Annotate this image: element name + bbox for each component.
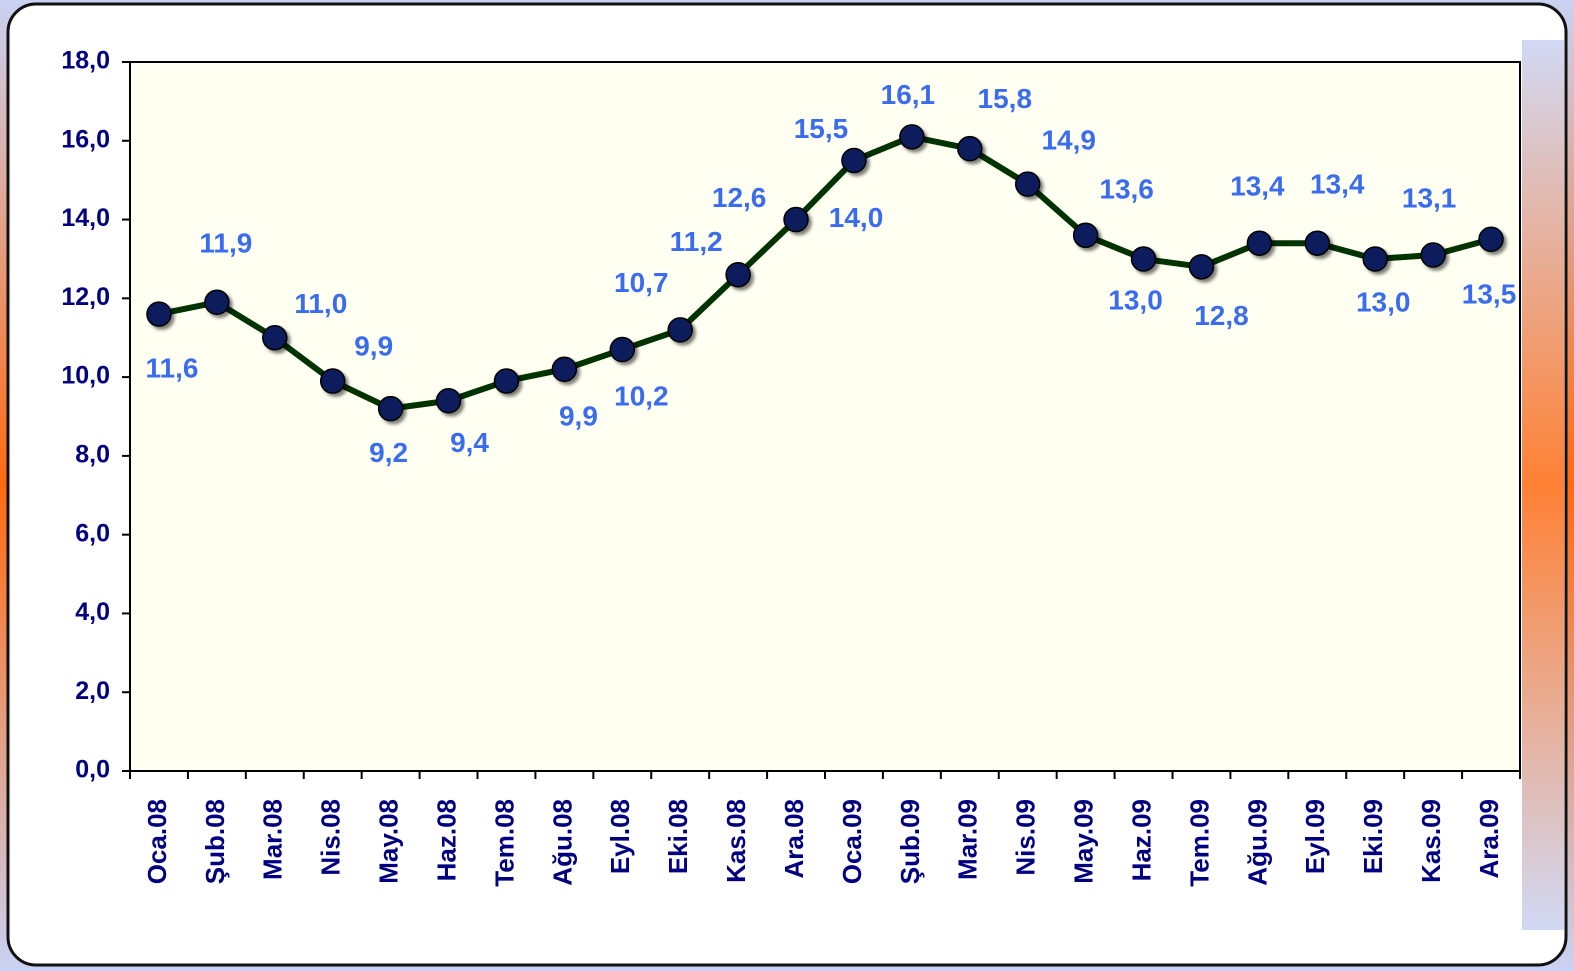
x-tick-label: Ağu.08 <box>547 799 577 886</box>
y-tick-label: 18,0 <box>61 47 110 75</box>
data-label: 9,9 <box>354 330 393 361</box>
data-label: 15,8 <box>978 83 1033 114</box>
marker <box>1420 242 1446 268</box>
marker <box>725 261 751 288</box>
marker <box>146 301 172 327</box>
x-tick-label: Eyl.09 <box>1300 799 1330 874</box>
x-tick-label: Şub.09 <box>895 799 925 884</box>
marker <box>1246 230 1273 256</box>
marker <box>1362 246 1388 272</box>
y-tick-label: 6,0 <box>75 519 110 547</box>
x-tick-label: Kas.08 <box>721 799 751 883</box>
marker <box>1014 171 1041 197</box>
marker <box>783 206 809 233</box>
data-label: 15,5 <box>794 113 849 144</box>
data-label: 9,4 <box>450 427 489 458</box>
x-tick-label: May.09 <box>1069 799 1099 884</box>
marker <box>493 368 520 394</box>
marker <box>1130 246 1157 272</box>
x-tick-label: Eki.09 <box>1358 799 1388 874</box>
y-tick-label: 8,0 <box>75 440 110 468</box>
data-label: 14,0 <box>829 202 884 233</box>
data-label: 11,9 <box>199 228 252 259</box>
data-label: 13,0 <box>1108 284 1163 315</box>
x-tick-label: Şub.08 <box>200 799 230 884</box>
x-tick-label: May.08 <box>374 799 404 884</box>
y-tick-label: 14,0 <box>61 204 110 232</box>
plot-area <box>129 61 1521 772</box>
marker <box>319 368 346 394</box>
marker <box>1478 226 1504 252</box>
marker <box>841 147 867 174</box>
panel-side <box>1522 40 1564 930</box>
data-label: 14,9 <box>1041 124 1096 155</box>
x-tick-label: Eyl.08 <box>605 799 635 874</box>
data-label: 11,2 <box>670 226 723 257</box>
marker <box>1188 254 1215 280</box>
data-label: 13,0 <box>1356 286 1411 317</box>
x-tick-label: Oca.09 <box>837 799 867 884</box>
marker <box>609 336 636 363</box>
x-tick-label: Nis.09 <box>1011 799 1041 876</box>
x-tick-label: Nis.08 <box>316 799 346 876</box>
marker <box>551 356 578 382</box>
x-tick-label: Kas.09 <box>1416 799 1446 883</box>
marker <box>667 317 693 343</box>
marker <box>1072 222 1099 249</box>
data-label: 13,1 <box>1402 182 1457 213</box>
data-label: 12,6 <box>712 182 767 213</box>
x-tick-label: Haz.09 <box>1126 799 1156 881</box>
marker <box>1304 230 1331 256</box>
data-label: 13,5 <box>1462 279 1517 310</box>
x-tick-label: Ara.08 <box>779 799 809 879</box>
marker <box>435 387 462 414</box>
x-tick-label: Tem.09 <box>1184 799 1214 887</box>
x-tick-label: Mar.09 <box>953 799 983 880</box>
data-label: 13,4 <box>1230 171 1285 202</box>
data-label: 11,6 <box>145 352 198 383</box>
data-label: 11,0 <box>294 288 347 319</box>
x-tick-label: Eki.08 <box>663 799 693 874</box>
data-label: 10,7 <box>614 267 669 298</box>
x-tick-label: Tem.08 <box>489 799 519 887</box>
x-tick-label: Mar.08 <box>258 799 288 880</box>
y-tick-label: 0,0 <box>75 756 110 784</box>
x-tick-label: Haz.08 <box>431 799 461 881</box>
data-label: 13,4 <box>1310 169 1365 200</box>
marker <box>957 135 983 162</box>
data-label: 9,2 <box>369 437 408 468</box>
data-label: 12,8 <box>1194 300 1249 331</box>
data-label: 16,1 <box>881 79 936 110</box>
y-tick-label: 2,0 <box>75 677 110 705</box>
x-tick-label: Ağu.09 <box>1242 799 1272 886</box>
data-label: 10,2 <box>614 381 669 412</box>
x-tick-label: Oca.08 <box>142 799 172 884</box>
y-tick-label: 4,0 <box>75 598 110 626</box>
y-tick-label: 16,0 <box>61 125 110 153</box>
marker <box>262 324 288 351</box>
x-tick-label: Ara.09 <box>1474 799 1504 879</box>
data-label: 13,6 <box>1099 174 1154 205</box>
marker <box>899 124 925 150</box>
marker <box>204 289 230 316</box>
y-tick-label: 12,0 <box>61 283 110 311</box>
data-label: 9,9 <box>559 400 598 431</box>
y-tick-label: 10,0 <box>61 362 110 390</box>
marker <box>377 395 404 422</box>
